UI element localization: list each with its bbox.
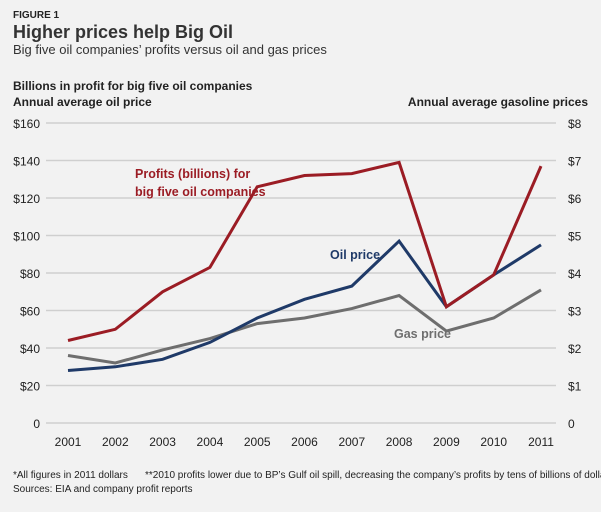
y-tick-left: $60 <box>20 305 40 319</box>
y-tick-right: $7 <box>568 155 582 169</box>
y-tick-left: 0 <box>33 417 40 431</box>
note-2010: **2010 profits lower due to BP’s Gulf oi… <box>145 470 601 481</box>
chart-subtitle: Big five oil companies’ profits versus o… <box>13 42 327 57</box>
series-label: Gas price <box>394 327 451 341</box>
x-tick: 2001 <box>55 435 82 449</box>
series-label: Profits (billions) for <box>135 167 250 181</box>
y-tick-left: $80 <box>20 267 40 281</box>
y-tick-left: $140 <box>13 155 40 169</box>
x-tick: 2005 <box>244 435 271 449</box>
y-tick-left: $120 <box>13 192 40 206</box>
x-tick: 2004 <box>197 435 224 449</box>
y-tick-right: $1 <box>568 380 582 394</box>
y-tick-right: $3 <box>568 305 582 319</box>
x-tick: 2006 <box>291 435 318 449</box>
series-label: Oil price <box>330 248 380 262</box>
figure-label: FIGURE 1 <box>13 10 60 21</box>
y-tick-right: $8 <box>568 117 582 131</box>
series-line-profits <box>67 160 543 342</box>
y-tick-right: $6 <box>568 192 582 206</box>
x-tick: 2011 <box>528 435 554 449</box>
x-tick: 2007 <box>338 435 365 449</box>
left-axis-label-profit: Billions in profit for big five oil comp… <box>13 79 253 93</box>
x-tick: 2009 <box>433 435 460 449</box>
series-line-gas <box>67 288 542 365</box>
x-tick: 2008 <box>386 435 413 449</box>
y-tick-right: $5 <box>568 230 582 244</box>
y-tick-right: 0 <box>568 417 575 431</box>
y-tick-left: $20 <box>20 380 40 394</box>
right-axis-label: Annual average gasoline prices <box>407 95 588 109</box>
x-tick: 2002 <box>102 435 129 449</box>
series-line-oil <box>67 238 542 372</box>
note-dollars: *All figures in 2011 dollars <box>13 470 128 481</box>
y-tick-left: $40 <box>20 342 40 356</box>
x-tick: 2010 <box>480 435 507 449</box>
y-tick-right: $2 <box>568 342 582 356</box>
y-tick-left: $100 <box>13 230 40 244</box>
left-axis-label-oil: Annual average oil price <box>13 95 152 109</box>
sources: Sources: EIA and company profit reports <box>13 484 193 495</box>
chart-title: Higher prices help Big Oil <box>13 22 234 42</box>
y-tick-right: $4 <box>568 267 582 281</box>
series-label: big five oil companies <box>135 185 266 199</box>
x-tick: 2003 <box>149 435 176 449</box>
y-tick-left: $160 <box>13 117 40 131</box>
